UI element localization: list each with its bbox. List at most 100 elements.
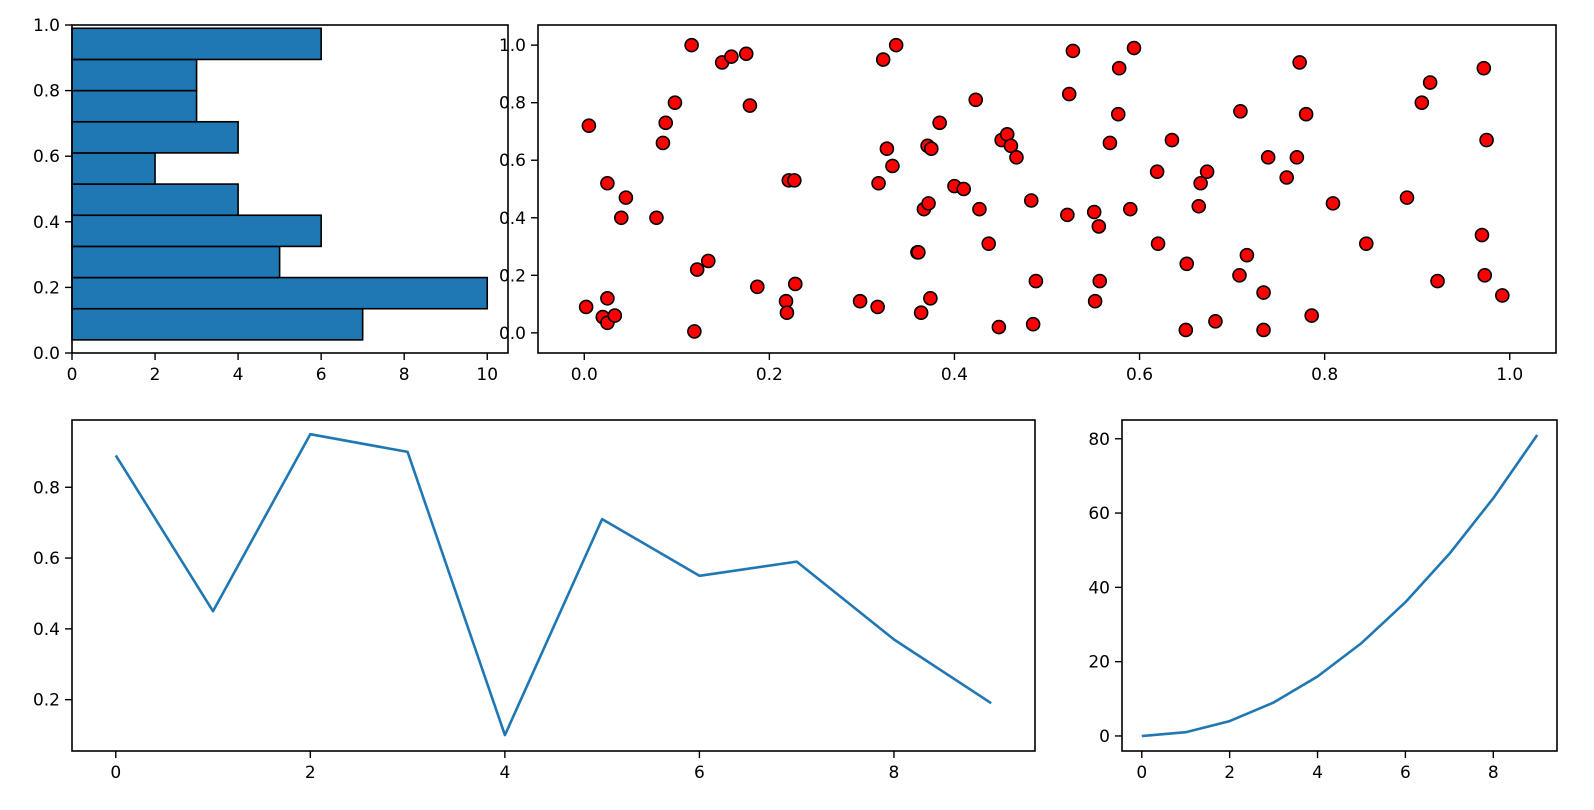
scatter-point	[1479, 132, 1494, 148]
y-tick-label: 0.6	[499, 151, 526, 171]
scatter-point	[1260, 150, 1276, 165]
scatter-point	[1232, 268, 1247, 283]
scatter-point	[667, 95, 683, 110]
scatter-point	[578, 299, 594, 315]
y-tick-label: 0.2	[33, 691, 60, 711]
x-tick-label: 4	[499, 763, 510, 783]
scatter-point	[1430, 273, 1445, 289]
y-tick-label: 0.0	[33, 344, 60, 364]
scatter-point	[787, 173, 802, 188]
y-tick-label: 60	[1088, 504, 1110, 524]
scatter-point	[1325, 196, 1341, 211]
y-tick-label: 0.2	[33, 278, 60, 298]
scatter-point	[932, 115, 947, 131]
scatter-point	[981, 236, 996, 251]
scatter-point	[1358, 236, 1374, 251]
scatter-point	[1092, 273, 1108, 289]
scatter-point	[1414, 95, 1430, 110]
y-tick-label: 1.0	[499, 36, 526, 56]
x-tick-label: 0.2	[756, 365, 783, 385]
scatter-point	[1023, 193, 1039, 208]
scatter-point	[738, 46, 754, 62]
scatter-point	[1009, 150, 1024, 165]
scatter-point	[968, 92, 984, 108]
scatter-point	[684, 37, 699, 53]
scatter-point	[658, 115, 674, 131]
histogram-bar	[71, 120, 239, 154]
scatter-point	[1150, 236, 1166, 251]
scatter-point	[1474, 227, 1490, 243]
scatter-point	[1149, 164, 1165, 180]
scatter-point	[649, 210, 664, 226]
scatter-point	[1239, 247, 1255, 263]
scatter-point	[613, 210, 629, 226]
scatter-point	[1122, 201, 1138, 217]
histogram-bar	[71, 27, 322, 61]
x-tick-label: 2	[1224, 763, 1235, 783]
scatter-point	[1292, 55, 1307, 70]
scatter-point	[600, 291, 615, 306]
x-tick-label: 6	[1400, 763, 1411, 783]
scatter-point	[1091, 219, 1107, 234]
scatter-point	[879, 141, 895, 157]
x-tick-label: 0.8	[1311, 365, 1338, 385]
y-tick-label: 0.4	[33, 213, 60, 233]
scatter-point	[607, 308, 623, 323]
scatter-point	[1087, 293, 1103, 309]
scatter-frame	[537, 24, 1557, 354]
scatter-point	[1061, 86, 1077, 102]
series-line	[1141, 434, 1539, 738]
scatter-point	[1256, 285, 1271, 300]
y-tick-label: 40	[1088, 578, 1110, 598]
scatter-point	[1208, 314, 1223, 329]
scatter-point	[1025, 316, 1041, 332]
series-line	[114, 432, 992, 737]
x-tick-label: 0	[1136, 763, 1147, 783]
scatter-point	[687, 324, 702, 339]
scatter-point	[852, 293, 868, 309]
scatter-point	[1191, 198, 1207, 214]
scatter-point	[923, 291, 938, 306]
scatter-point	[1476, 60, 1492, 76]
line1-frame	[71, 419, 1036, 752]
scatter-point	[870, 299, 885, 315]
y-tick-label: 0.4	[499, 209, 526, 229]
scatter-point	[724, 49, 739, 64]
scatter-point	[655, 135, 671, 151]
y-tick-label: 0.0	[499, 324, 526, 344]
x-tick-label: 2	[305, 763, 316, 783]
scatter-point	[1495, 288, 1510, 303]
y-tick-label: 0.8	[499, 94, 526, 114]
x-tick-label: 0	[67, 365, 78, 385]
x-tick-label: 4	[233, 365, 244, 385]
histogram-bar	[71, 245, 281, 279]
y-tick-label: 0.8	[33, 82, 60, 102]
x-tick-label: 6	[316, 365, 327, 385]
scatter-point	[875, 52, 891, 67]
scatter-point	[618, 190, 634, 205]
histogram-bar	[71, 89, 198, 123]
histogram-bar	[71, 307, 364, 341]
scatter-point	[1304, 308, 1319, 323]
y-tick-label: 80	[1088, 430, 1110, 450]
scatter-point	[888, 37, 904, 53]
x-tick-label: 0.0	[571, 365, 598, 385]
x-tick-label: 4	[1312, 763, 1323, 783]
scatter-point	[1298, 106, 1314, 122]
x-tick-label: 0.4	[941, 365, 968, 385]
x-tick-label: 2	[150, 365, 161, 385]
scatter-point	[885, 158, 900, 174]
y-tick-label: 0.4	[33, 620, 60, 640]
x-tick-label: 8	[399, 365, 410, 385]
scatter-axes: 0.0 0.2 0.4 0.6 0.8 1.0 0.0 0.2 0.4 0.6 0.8 1.0	[499, 24, 1557, 385]
scatter-point	[871, 175, 886, 191]
scatter-point	[581, 118, 597, 134]
scatter-point	[1193, 175, 1208, 191]
histogram-bar	[71, 214, 322, 248]
y-tick-label: 0	[1099, 727, 1110, 747]
scatter-point	[924, 141, 939, 157]
line2-frame	[1121, 419, 1558, 752]
x-tick-label: 8	[889, 763, 900, 783]
scatter-point	[689, 262, 705, 277]
